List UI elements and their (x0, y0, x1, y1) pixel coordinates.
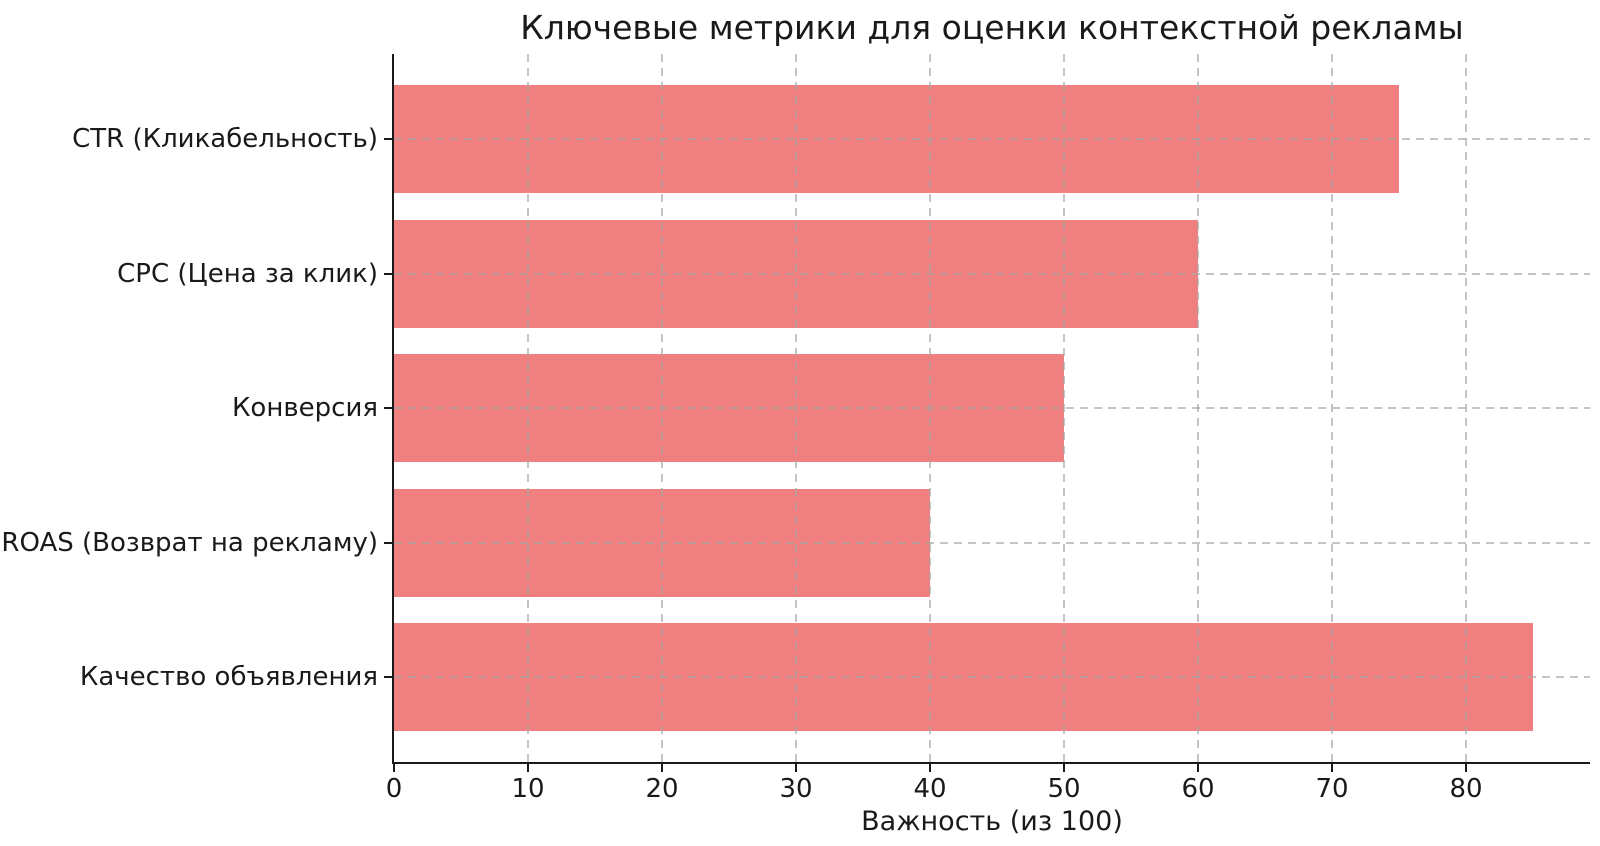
y-tick-mark (384, 138, 392, 140)
category-label: Качество объявления (79, 662, 378, 693)
x-tick-label: 0 (385, 774, 403, 804)
chart-title: Ключевые метрики для оценки контекстной … (520, 8, 1464, 47)
x-axis-spine (392, 762, 1590, 764)
x-tick-label: 60 (1181, 774, 1215, 804)
x-tick-mark (1197, 764, 1200, 772)
y-tick-mark (384, 407, 392, 410)
gridline-h (394, 272, 1590, 275)
x-tick-label: 70 (1315, 774, 1349, 804)
gridline-h (394, 407, 1590, 410)
x-tick-label: 10 (511, 774, 545, 804)
gridline-h (394, 676, 1590, 679)
y-axis-spine (392, 54, 394, 764)
x-axis-label: Важность (из 100) (861, 806, 1123, 837)
category-label: Конверсия (231, 393, 378, 424)
x-tick-mark (929, 764, 932, 772)
x-tick-mark (795, 764, 798, 772)
x-tick-mark (661, 764, 663, 772)
gridline-h (394, 541, 1590, 544)
gridline-h (394, 138, 1590, 140)
y-tick-mark (384, 541, 392, 544)
x-tick-label: 40 (913, 774, 947, 804)
x-tick-mark (527, 764, 529, 772)
category-label: CTR (Кликабельность) (72, 124, 378, 154)
y-tick-mark (384, 272, 392, 275)
x-tick-label: 80 (1449, 774, 1483, 804)
plot-area (394, 54, 1590, 762)
x-tick-label: 30 (779, 774, 813, 804)
x-tick-mark (1063, 764, 1066, 772)
category-label: CPC (Цена за клик) (117, 258, 378, 289)
x-tick-mark (1331, 764, 1334, 772)
x-tick-mark (1465, 764, 1468, 772)
category-label: ROAS (Возврат на рекламу) (1, 527, 378, 558)
x-tick-mark (393, 764, 395, 772)
y-tick-mark (384, 676, 392, 679)
x-tick-label: 20 (645, 774, 679, 804)
x-tick-label: 50 (1047, 774, 1081, 804)
